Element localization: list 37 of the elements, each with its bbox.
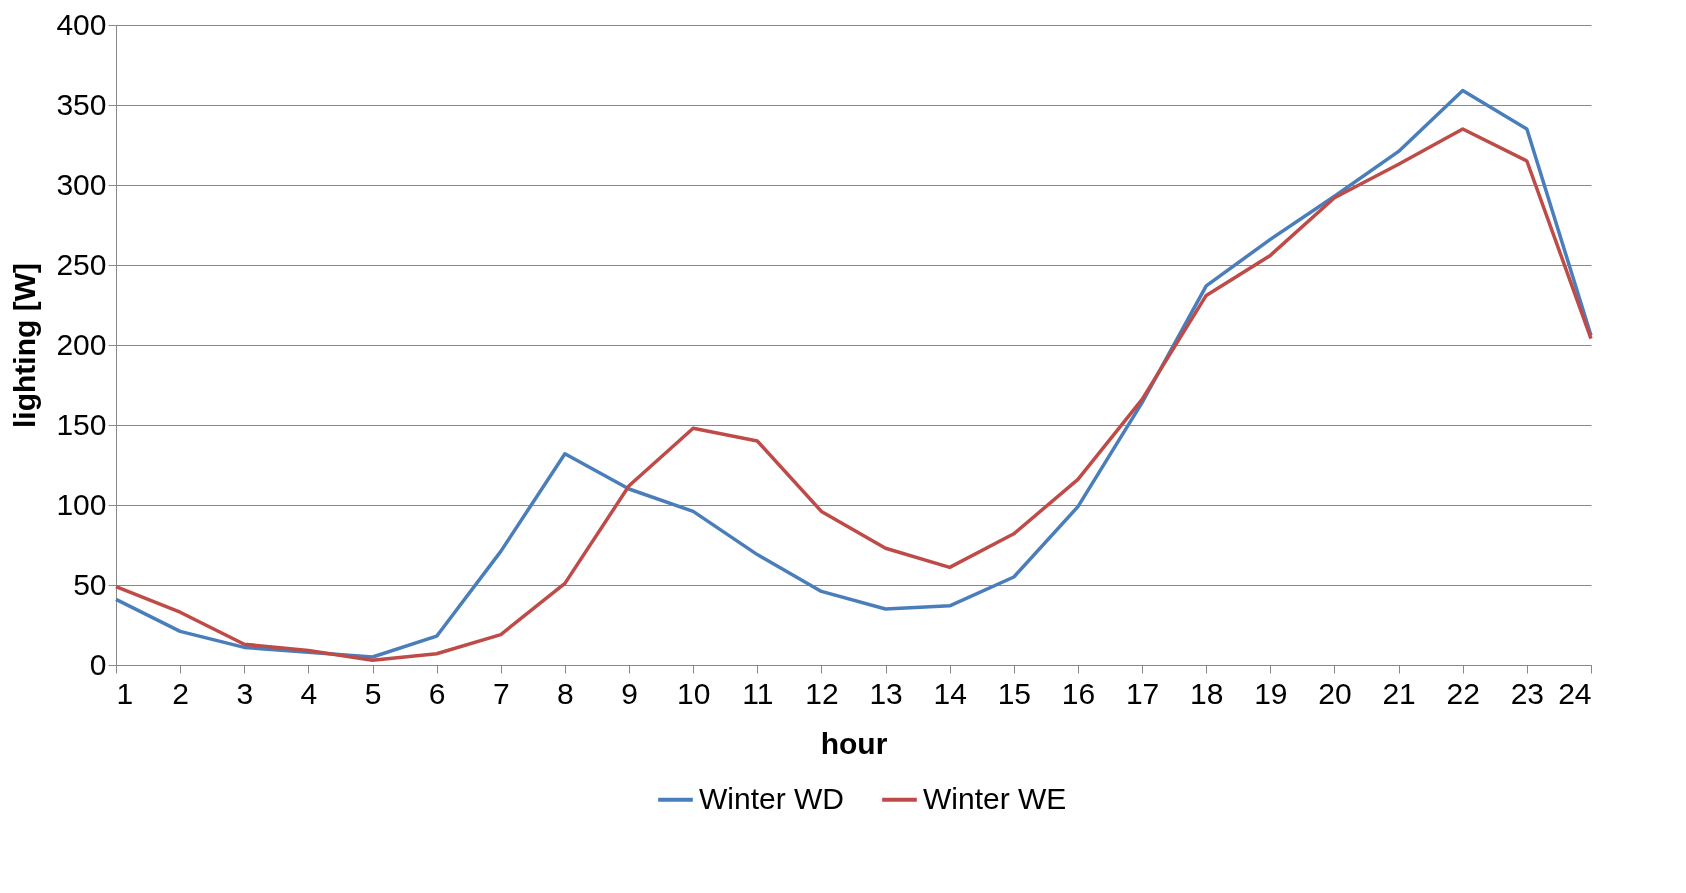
y-tick-label: 0: [89, 647, 107, 681]
x-tick-label: 1: [116, 676, 134, 710]
x-tick-label: 4: [300, 676, 318, 710]
y-tick-label: 150: [56, 407, 107, 441]
x-tick-label: 8: [557, 676, 574, 710]
x-tick-label: 7: [492, 676, 510, 710]
y-axis-title: lighting [W]: [8, 263, 42, 428]
y-tick-label: 350: [56, 87, 107, 121]
x-tick-label: 13: [869, 676, 903, 710]
x-tick-label: 2: [172, 676, 189, 710]
x-tick-label: 3: [236, 676, 254, 710]
x-tick-label: 19: [1254, 676, 1288, 710]
x-tick-label: 18: [1190, 676, 1224, 710]
y-tick-label: 50: [73, 567, 107, 601]
legend-label: Winter WE: [923, 781, 1067, 815]
x-tick-label: 14: [933, 676, 967, 710]
y-tick-label: 100: [56, 487, 107, 521]
x-tick-label: 17: [1125, 676, 1160, 710]
y-tick-label: 250: [56, 247, 107, 281]
x-axis-title: hour: [820, 726, 888, 760]
x-tick-label: 16: [1061, 676, 1096, 710]
x-tick-label: 11: [742, 676, 774, 710]
legend-label: Winter WD: [699, 781, 844, 815]
x-tick-label: 10: [676, 676, 711, 710]
x-tick-label: 15: [997, 676, 1032, 710]
x-tick-label: 23: [1510, 676, 1545, 710]
x-tick-label: 9: [621, 676, 638, 710]
y-tick-label: 400: [56, 7, 107, 41]
y-tick-label: 200: [56, 327, 107, 361]
x-tick-label: 21: [1382, 676, 1416, 710]
x-tick-label: 5: [364, 676, 382, 710]
x-tick-label: 24: [1558, 676, 1592, 710]
y-tick-label: 300: [56, 167, 107, 201]
x-tick-label: 22: [1446, 676, 1480, 710]
x-tick-label: 20: [1318, 676, 1352, 710]
x-tick-label: 6: [428, 676, 446, 710]
x-tick-label: 12: [805, 676, 839, 710]
